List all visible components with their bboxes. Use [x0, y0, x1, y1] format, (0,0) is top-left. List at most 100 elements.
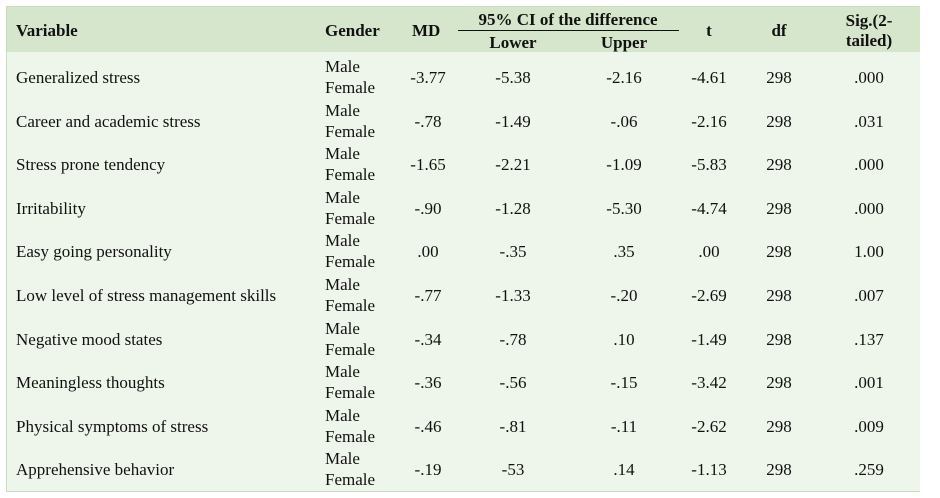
t-cell: -5.83	[691, 155, 727, 175]
variable-cell: Low level of stress management skills	[16, 286, 277, 305]
sig-cell: .259	[854, 460, 884, 480]
md-cell: .00	[417, 242, 439, 262]
table-row: Generalized stress Male Female -3.77 -5.38 -2…	[0, 55, 940, 98]
df-cell: 298	[766, 373, 792, 393]
md-cell: -.90	[414, 198, 442, 218]
sig-cell: .031	[854, 111, 884, 131]
table-row: Low level of stress management skills Mal…	[0, 273, 940, 316]
df-cell: 298	[766, 460, 792, 480]
md-cell: -1.65	[410, 155, 446, 175]
variable-cell: Irritability	[16, 198, 86, 218]
table-row: Easy going personality Male Female .00 -.35.…	[0, 229, 940, 272]
t-cell: -2.16	[691, 111, 727, 131]
ci-upper-cell: -.15	[610, 373, 638, 393]
ci-lower-cell: -1.33	[495, 286, 531, 305]
df-cell: 298	[766, 242, 792, 262]
gender-female-cell: Female	[325, 426, 376, 446]
variable-cell: Easy going personality	[16, 242, 172, 262]
t-cell: -2.69	[691, 286, 727, 305]
t-cell: -4.74	[691, 198, 727, 218]
gender-female-cell: Female	[325, 339, 376, 359]
table-row: Meaningless thoughts Male Female -.36 -.56 -.…	[0, 360, 940, 403]
df-cell: 298	[766, 155, 792, 175]
variable-cell: Career and academic stress	[16, 111, 201, 131]
header-gender: Gender	[325, 21, 380, 40]
variable-cell: Meaningless thoughts	[16, 373, 165, 393]
gender-male-cell: Male	[325, 144, 360, 164]
sig-cell: .137	[854, 329, 884, 349]
table-row: Negative mood states Male Female -.34 -.78 .1…	[0, 317, 940, 360]
t-cell: -4.61	[691, 68, 727, 87]
ci-upper-cell: -2.16	[606, 68, 642, 87]
variable-cell: Apprehensive behavior	[16, 460, 175, 480]
md-cell: -.77	[414, 286, 442, 305]
df-cell: 298	[766, 286, 792, 305]
sig-cell: .007	[854, 286, 884, 305]
table-row: Stress prone tendency Male Female -1.65 -2.2…	[0, 142, 940, 185]
sig-cell: .000	[854, 155, 884, 175]
ci-lower-cell: -.56	[499, 373, 527, 393]
ci-lower-cell: -.81	[499, 416, 527, 436]
sig-cell: .000	[854, 198, 884, 218]
gender-female-cell: Female	[325, 383, 376, 403]
md-cell: -.19	[414, 460, 442, 480]
t-cell: -1.13	[691, 460, 727, 480]
table-row: Career and academic stress Male Female -.78…	[0, 99, 940, 142]
df-cell: 298	[766, 416, 792, 436]
variable-cell: Generalized stress	[16, 68, 141, 87]
header-variable: Variable	[16, 21, 78, 40]
gender-male-cell: Male	[325, 318, 360, 338]
header-ci: 95% CI of the difference	[478, 10, 658, 29]
ci-underline	[458, 30, 679, 31]
variable-cell: Physical symptoms of stress	[16, 416, 209, 436]
df-cell: 298	[766, 111, 792, 131]
ci-upper-cell: -.06	[610, 111, 638, 131]
header-md: MD	[412, 21, 441, 40]
ci-upper-cell: -5.30	[606, 198, 642, 218]
table-header-band	[7, 7, 920, 52]
ci-lower-cell: -1.28	[495, 198, 531, 218]
df-cell: 298	[766, 329, 792, 349]
ci-lower-cell: -53	[501, 460, 525, 480]
ci-upper-cell: .14	[613, 460, 635, 480]
variable-cell: Stress prone tendency	[16, 155, 166, 175]
gender-female-cell: Female	[325, 165, 376, 185]
sig-cell: .001	[854, 373, 884, 393]
df-cell: 298	[766, 198, 792, 218]
ci-upper-cell: .10	[613, 329, 635, 349]
sig-cell: .009	[854, 416, 884, 436]
variable-cell: Negative mood states	[16, 329, 163, 349]
header-lower: Lower	[489, 33, 537, 52]
md-cell: -.78	[414, 111, 442, 131]
gender-female-cell: Female	[325, 78, 376, 97]
gender-female-cell: Female	[325, 121, 376, 141]
t-cell: -3.42	[691, 373, 727, 393]
md-cell: -3.77	[410, 68, 446, 87]
ci-upper-cell: -1.09	[606, 155, 642, 175]
table-body-band	[7, 52, 920, 491]
ci-lower-cell: -5.38	[495, 68, 531, 87]
t-cell: -1.49	[691, 329, 727, 349]
ci-lower-cell: -.35	[499, 242, 527, 262]
gender-female-cell: Female	[325, 252, 376, 272]
table-row: Physical symptoms of stress Male Female -.4…	[0, 404, 940, 447]
gender-male-cell: Male	[325, 405, 360, 425]
ci-lower-cell: -2.21	[495, 155, 531, 175]
header-t: t	[706, 21, 712, 40]
md-cell: -.46	[414, 416, 442, 436]
header-upper: Upper	[600, 33, 648, 52]
md-cell: -.34	[414, 329, 442, 349]
header-df: df	[771, 21, 787, 40]
gender-male-cell: Male	[325, 57, 360, 76]
ci-upper-cell: -.11	[610, 416, 638, 436]
gender-male-cell: Male	[325, 449, 360, 469]
gender-male-cell: Male	[325, 231, 360, 251]
table-row: Apprehensive behavior Male Female -.19 -53 .1…	[0, 447, 940, 490]
t-cell: .00	[698, 242, 720, 262]
header-sig-line1: Sig.(2-	[845, 11, 893, 30]
table-row: Irritability Male Female -.90 -1.28 -5.30 -4.7…	[0, 186, 940, 229]
df-cell: 298	[766, 68, 792, 87]
t-cell: -2.62	[691, 416, 727, 436]
ci-lower-cell: -.78	[499, 329, 527, 349]
ci-lower-cell: -1.49	[495, 111, 531, 131]
